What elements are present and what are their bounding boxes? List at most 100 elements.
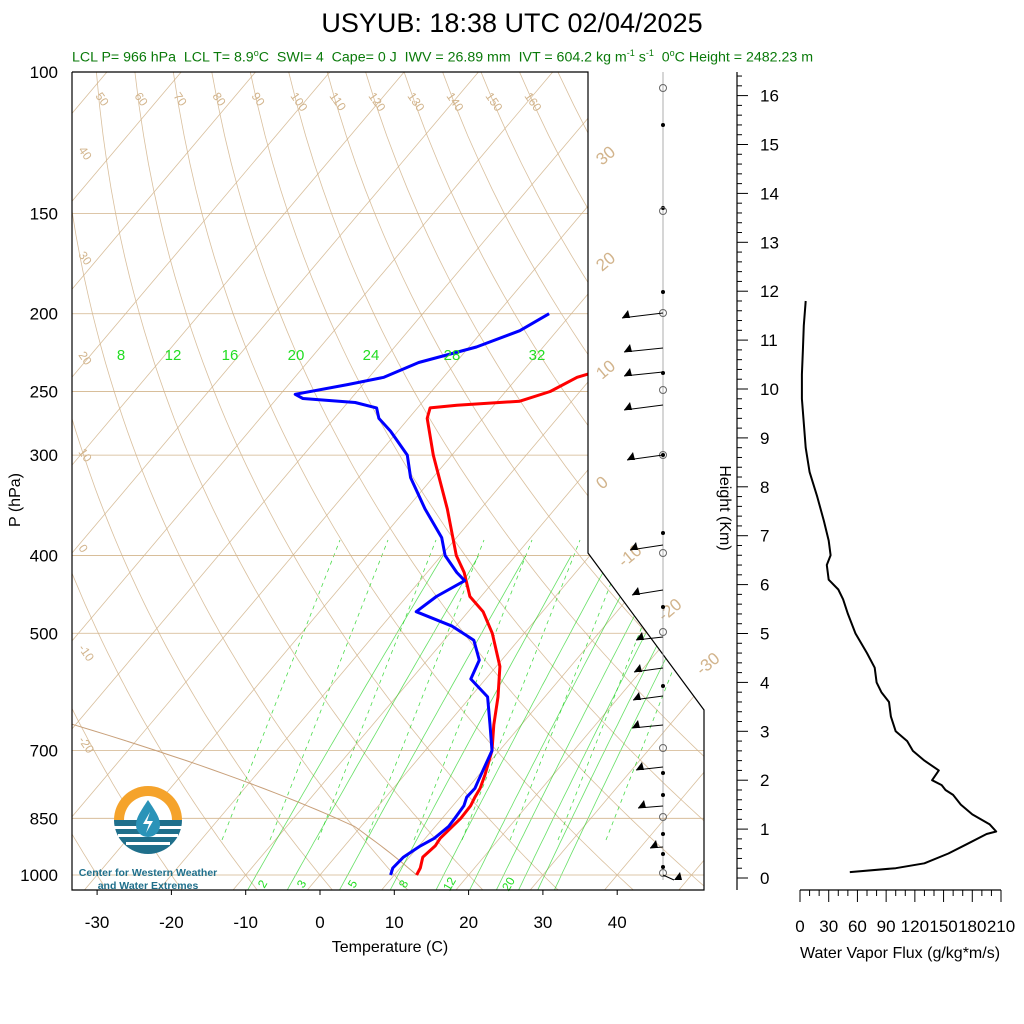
- logo-wave-3: [126, 842, 170, 845]
- pressure-tick-label: 700: [30, 742, 58, 761]
- calm-circle: [659, 386, 667, 394]
- height-tick-label: 14: [760, 184, 779, 203]
- isotherm-line: [72, 72, 628, 890]
- saturated-adiabat-dashed: [557, 539, 677, 841]
- wind-dot: [661, 290, 665, 294]
- wind-dot: [661, 371, 665, 375]
- calm-circle: [659, 549, 667, 557]
- temperature-tick-label: 0: [315, 913, 324, 932]
- dry-adiabat-line: [72, 72, 335, 890]
- skewt-border: [71, 71, 705, 891]
- dry-adiabat-line: [712, 72, 1024, 892]
- temperature-tick-label: 40: [608, 913, 627, 932]
- wind-barb-flag: [650, 840, 658, 848]
- calm-circle: [659, 628, 667, 636]
- dry-adiabat-line: [134, 72, 561, 890]
- pressure-tick-label: 400: [30, 546, 58, 565]
- isotherm-label: -10: [614, 541, 645, 571]
- logo-line-1: Center for Western Weather: [79, 867, 217, 879]
- height-tick-label: 3: [760, 722, 769, 741]
- dry-adiabat-label: 20: [76, 349, 95, 368]
- dry-adiabat-line: [288, 72, 704, 890]
- lcl-temperature: LCL T= 8.9: [183, 49, 254, 66]
- isotherm-label: 30: [592, 142, 619, 169]
- dry-adiabat-line: [789, 72, 1024, 892]
- mixing-ratio-label: 3: [294, 877, 310, 890]
- height-tick-label: 6: [760, 576, 769, 595]
- mixing-ratio-label: 12: [440, 874, 459, 893]
- wind-dot: [661, 793, 665, 797]
- flux-tick-label: 90: [877, 917, 896, 936]
- saturated-adiabat-dashed: [605, 539, 704, 841]
- pressure-tick-label: 250: [30, 383, 58, 402]
- wind-barb-flag: [627, 452, 635, 460]
- height-tick-label: 7: [760, 527, 769, 546]
- height-tick-label: 10: [760, 380, 779, 399]
- dry-adiabat-line: [480, 72, 704, 890]
- isotherm-label: 0: [592, 472, 611, 493]
- logo-line-2: and Water Extremes: [98, 880, 199, 892]
- water-vapor-flux-line: [800, 300, 998, 874]
- height-tick-label: 2: [760, 771, 769, 790]
- isotherm-line: [82, 72, 704, 890]
- dry-adiabat-line: [172, 72, 636, 890]
- pressure-tick-label: 500: [30, 624, 58, 643]
- wind-dot: [661, 832, 665, 836]
- chart-subtitle: LCL P= 966 hPa LCL T= 8.9oC SWI= 4 Cape=…: [72, 48, 813, 66]
- wind-dot: [661, 771, 665, 775]
- mixing-ratio-line: [246, 555, 444, 890]
- dry-adiabat-label: 120: [366, 90, 389, 115]
- isotherm-line: [72, 72, 256, 890]
- wind-dot: [661, 684, 665, 688]
- mixing-ratio-line: [434, 555, 613, 890]
- height-tick-label: 0: [760, 869, 769, 888]
- height-tick-label: 1: [760, 820, 769, 839]
- flux-tick-label: 180: [958, 917, 986, 936]
- swi-value: SWI= 4: [276, 49, 324, 66]
- wind-dot: [661, 123, 665, 127]
- isotherm-line: [528, 72, 704, 890]
- saturated-adiabat-dashed: [509, 539, 629, 841]
- dry-adiabat-label: -20: [76, 734, 98, 757]
- height-tick-label: 8: [760, 478, 769, 497]
- chart-title: USYUB: 18:38 UTC 02/04/2025: [321, 8, 703, 38]
- skewt-sounding-lines: [72, 72, 704, 876]
- wind-barb-staff: [662, 874, 675, 881]
- isotherm-line: [72, 72, 405, 890]
- lcl-temperature-unit: C: [258, 49, 269, 66]
- height-tick-label: 4: [760, 673, 769, 692]
- dry-adiabat-label: -10: [76, 642, 98, 665]
- temperature-axis-title: Temperature (C): [332, 939, 448, 956]
- mixing-ratio-label: 24: [363, 347, 380, 364]
- wind-barb-flag: [622, 310, 630, 318]
- mixing-ratio-label: 8: [117, 347, 125, 364]
- isotherm-line: [156, 72, 704, 890]
- degree-symbol: o: [253, 48, 259, 58]
- wind-barb-flag: [636, 632, 644, 640]
- ivt-s-exponent: -1: [645, 48, 654, 58]
- mixing-ratio-label: 20: [288, 347, 305, 364]
- isotherm-label: -20: [654, 595, 685, 625]
- dry-adiabat-label: 150: [483, 90, 506, 115]
- isotherm-line: [379, 72, 704, 890]
- dry-adiabat-label: 50: [93, 90, 112, 109]
- wind-barb-flag: [633, 692, 641, 700]
- dry-adiabat-label: 0: [76, 542, 91, 556]
- wind-barb-flag: [624, 344, 632, 352]
- wind-barb-flag: [632, 720, 640, 728]
- calm-circle: [659, 744, 667, 752]
- dry-adiabat-label: 60: [132, 90, 151, 109]
- ivt-value: IVT = 604.2 kg m: [518, 49, 627, 66]
- wind-barb-flag: [624, 402, 632, 410]
- dry-adiabat-label: 80: [210, 90, 229, 109]
- wind-dot: [661, 865, 665, 869]
- isotherm-line: [72, 72, 182, 890]
- mixing-ratio-label: 2: [255, 877, 271, 890]
- isotherm-line: [72, 72, 331, 890]
- wind-dot: [661, 605, 665, 609]
- wind-barb-flag: [630, 542, 638, 550]
- cape-value: Cape= 0 J: [331, 49, 397, 66]
- dry-adiabat-line: [750, 72, 1024, 892]
